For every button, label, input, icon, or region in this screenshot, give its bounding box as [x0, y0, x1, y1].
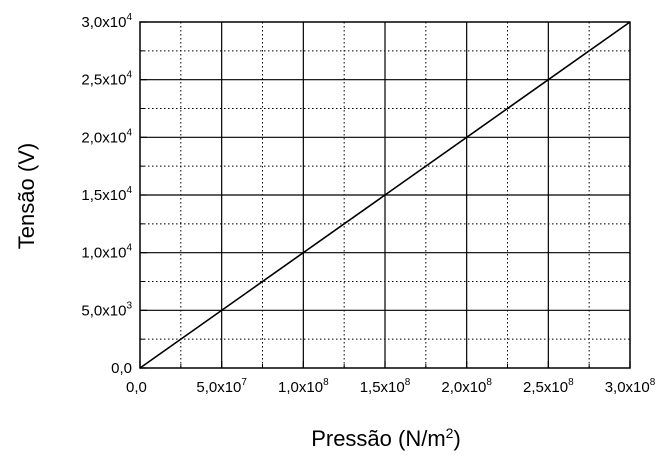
x-tick-label: 2,5x108 [523, 377, 574, 396]
x-axis-label-superscript: 2 [446, 425, 454, 441]
x-tick-label: 3,0x108 [605, 377, 656, 396]
y-tick-label: 1,0x104 [81, 243, 132, 262]
y-tick-label: 2,5x104 [81, 70, 132, 89]
x-axis-label-base: Pressão (N/m [311, 426, 445, 451]
x-tick-labels: 0,0 5,0x107 1,0x108 1,5x108 2,0x108 2,5x108 3,… [126, 377, 656, 396]
series-layer [139, 21, 631, 369]
x-axis-label: Pressão (N/m2) [311, 425, 461, 451]
x-tick-label: 1,0x108 [278, 377, 329, 396]
x-tick-label: 2,0x108 [441, 377, 492, 396]
x-tick-label: 5,0x107 [196, 377, 247, 396]
y-axis-label: Tensão (V) [14, 143, 39, 249]
x-axis-label-end: ) [453, 426, 460, 451]
y-tick-labels: 0,0 5,0x103 1,0x104 1,5x104 2,0x104 2,5x104 3,… [81, 12, 132, 377]
y-tick-label: 0,0 [111, 360, 132, 377]
x-tick-label: 0,0 [126, 379, 147, 396]
y-tick-label: 2,0x104 [81, 127, 132, 146]
x-tick-label: 1,5x108 [360, 377, 411, 396]
y-tick-label: 1,5x104 [81, 185, 132, 204]
tick-marks [139, 21, 631, 369]
series-line [139, 21, 631, 369]
y-tick-label: 3,0x104 [81, 12, 132, 31]
y-tick-label: 5,0x103 [81, 300, 132, 319]
